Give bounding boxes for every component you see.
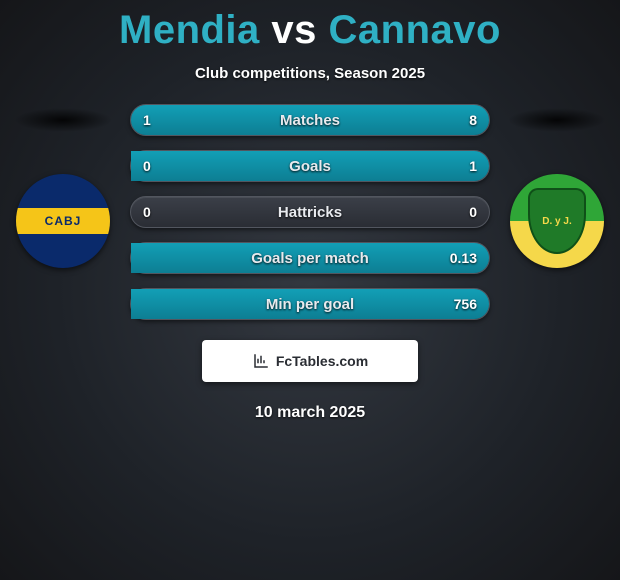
defensa-text: D. y J. [542,216,571,227]
player1-name: Mendia [119,8,260,52]
page-title: Mendia vs Cannavo [119,8,501,53]
stat-label: Goals [289,158,331,175]
stat-bar: 0.13 Goals per match [130,242,490,274]
left-badge-column: CABJ [8,104,118,268]
stat-value-left: 0 [143,158,151,174]
boca-band: CABJ [16,208,110,234]
subtitle-text: Club competitions, Season 2025 [195,65,425,82]
vs-label: vs [271,8,317,52]
stat-bar: 0 1 Goals [130,150,490,182]
stat-label: Min per goal [266,296,354,313]
shadow-ellipse [14,108,112,132]
attribution-text: FcTables.com [276,353,368,369]
stat-bar: 756 Min per goal [130,288,490,320]
comparison-area: CABJ D. y J. 1 8 Matches 0 1 Goals 0 0 Hattricks… [0,104,620,320]
defensa-crest: D. y J. [510,174,604,268]
chart-icon [252,352,270,370]
date-text: 10 march 2025 [255,404,365,422]
comparison-bars: 1 8 Matches 0 1 Goals 0 0 Hattricks 0.13 Goals per… [130,104,490,320]
boca-crest: CABJ [16,174,110,268]
stat-value-right: 8 [469,112,477,128]
stat-value-right: 1 [469,158,477,174]
shadow-ellipse [508,108,606,132]
stat-label: Hattricks [278,204,342,221]
right-badge-column: D. y J. [502,104,612,268]
attribution-badge: FcTables.com [202,340,418,382]
stat-value-right: 756 [454,296,477,312]
stat-bar: 1 8 Matches [130,104,490,136]
stat-value-left: 0 [143,204,151,220]
stat-label: Matches [280,112,340,129]
defensa-shield: D. y J. [528,188,586,254]
boca-text: CABJ [45,214,82,228]
stat-value-right: 0 [469,204,477,220]
stat-label: Goals per match [251,250,369,267]
stat-value-right: 0.13 [450,250,477,266]
stat-bar: 0 0 Hattricks [130,196,490,228]
player2-name: Cannavo [329,8,501,52]
stat-value-left: 1 [143,112,151,128]
infographic-root: Mendia vs Cannavo Club competitions, Sea… [0,0,620,580]
